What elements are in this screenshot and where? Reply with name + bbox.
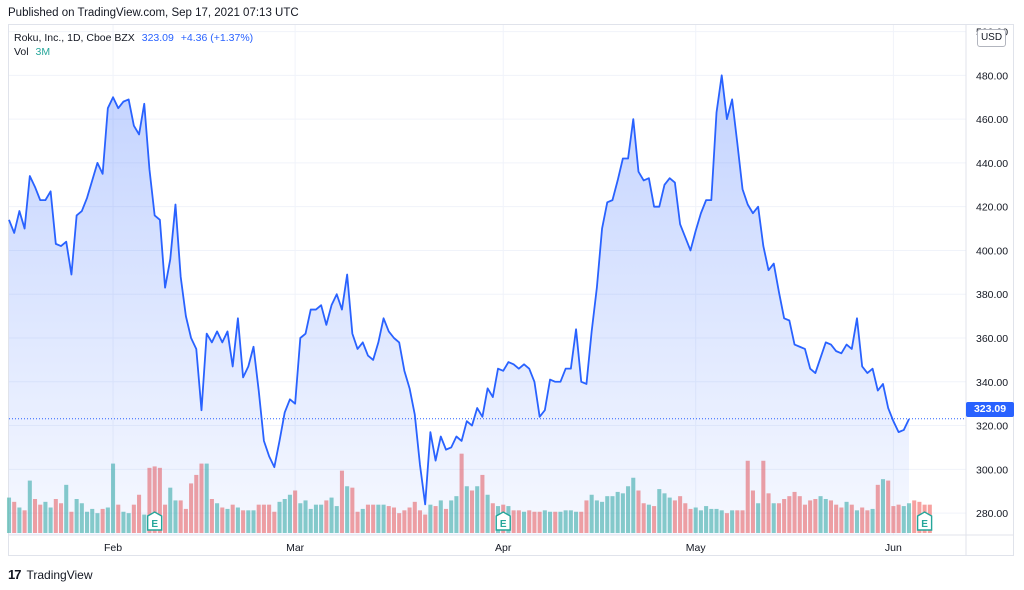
y-tick-label: 300.00 — [976, 464, 1008, 476]
x-tick-label: May — [686, 542, 707, 554]
footer-brand[interactable]: TradingView — [26, 567, 93, 582]
y-tick-label: 460.00 — [976, 114, 1008, 126]
legend-vol-label: Vol — [14, 46, 29, 58]
svg-text:E: E — [921, 519, 928, 530]
footer: 17 TradingView — [8, 567, 93, 582]
x-tick-label: Apr — [495, 542, 512, 554]
last-price-tag: 323.09 — [966, 402, 1014, 417]
chart-legend: Roku, Inc., 1D, Cboe BZX 323.09 +4.36 (+… — [14, 31, 253, 59]
legend-vol-value: 3M — [35, 46, 51, 58]
y-tick-label: 280.00 — [976, 508, 1008, 520]
y-tick-label: 480.00 — [976, 70, 1008, 82]
y-tick-label: 400.00 — [976, 245, 1008, 257]
earnings-marker-icon[interactable]: E — [146, 511, 163, 531]
currency-button[interactable]: USD — [977, 29, 1006, 47]
x-tick-label: Feb — [104, 542, 122, 554]
y-tick-label: 440.00 — [976, 158, 1008, 170]
y-tick-label: 320.00 — [976, 421, 1008, 433]
y-tick-label: 420.00 — [976, 202, 1008, 214]
volume-bar — [912, 500, 917, 533]
chart-frame — [8, 24, 1014, 556]
earnings-marker-icon[interactable]: E — [916, 511, 933, 531]
y-tick-label: 380.00 — [976, 289, 1008, 301]
published-caption: Published on TradingView.com, Sep 17, 20… — [8, 7, 299, 19]
tradingview-logo-icon: 17 — [8, 567, 22, 582]
svg-text:E: E — [151, 519, 158, 530]
legend-symbol: Roku, Inc., 1D, Cboe BZX — [14, 32, 135, 44]
price-line — [8, 74, 910, 506]
legend-last: 323.09 — [141, 32, 174, 44]
y-tick-label: 360.00 — [976, 333, 1008, 345]
price-area — [9, 75, 909, 535]
earnings-marker-icon[interactable]: E — [495, 511, 511, 531]
legend-change: +4.36 (+1.37%) — [180, 32, 254, 44]
x-tick-label: Jun — [885, 542, 902, 554]
svg-text:E: E — [500, 519, 507, 530]
y-tick-label: 340.00 — [976, 377, 1008, 389]
x-tick-label: Mar — [286, 542, 305, 554]
